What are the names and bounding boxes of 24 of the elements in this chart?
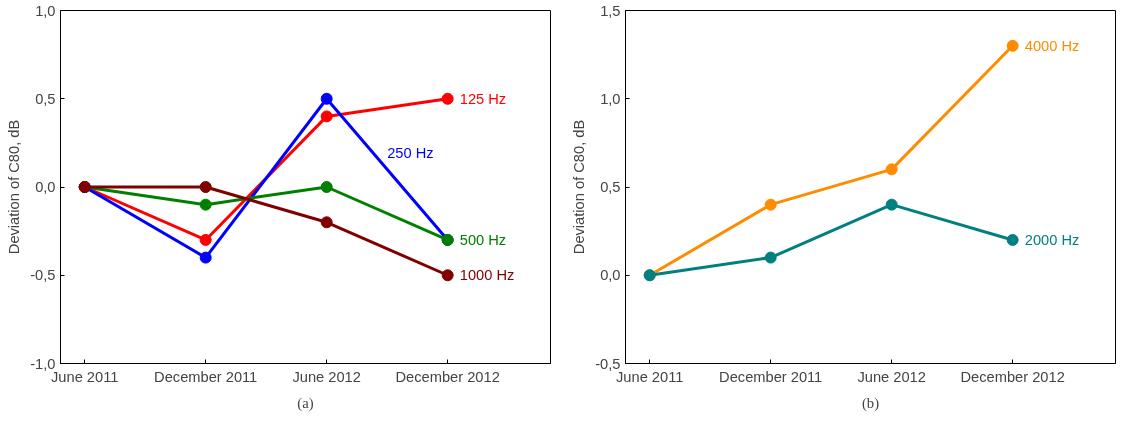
y-axis-title: Deviation of C80, dB [6,119,23,255]
series-label: 4000 Hz [1024,37,1080,54]
y-tick-label: 0,0 [35,179,56,195]
series-label: 2000 Hz [1024,231,1080,248]
y-axis-title: Deviation of C80, dB [571,119,588,255]
y-tick-label: 1,0 [35,2,56,19]
x-tick-label: December 2012 [960,368,1065,385]
y-tick-label: 0,5 [35,90,56,107]
y-tick-label: 0,5 [600,179,621,195]
y-tick-label: 0,0 [600,267,621,284]
text: (b) [861,394,880,412]
y-tick-label: 1,5 [600,2,621,19]
series-label: 125 Hz [459,90,507,107]
x-tick-label: June 2012 [857,368,926,385]
y-tick-label: -0,5 [30,267,56,284]
x-tick-label: December 2011 [154,368,258,385]
text: (a) [297,394,314,412]
x-tick-label: December 2011 [719,368,823,385]
series-label: 500 Hz [459,231,507,248]
x-tick-label: June 2012 [292,368,361,385]
series-label: 250 Hz [387,144,434,161]
series-label: 1000 Hz [459,267,515,284]
x-tick-label: December 2012 [395,368,500,385]
y-tick-label: 1,0 [600,90,621,107]
